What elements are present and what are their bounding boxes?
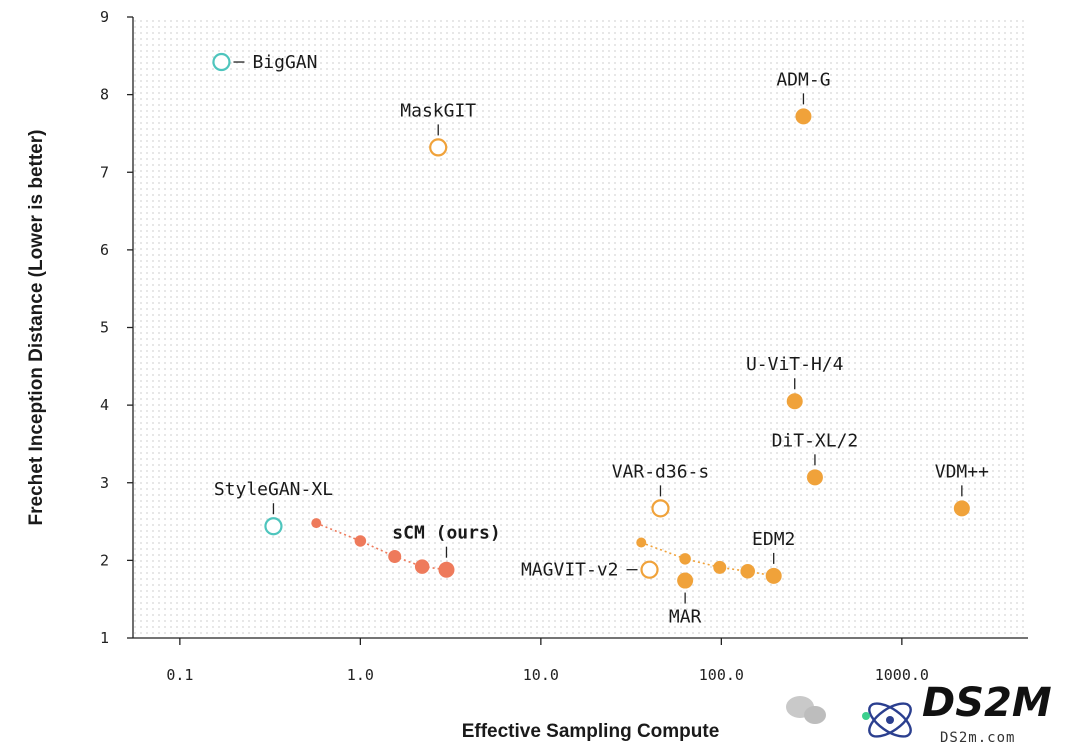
- point-label: VAR-d36-s: [612, 461, 710, 482]
- data-point: [212, 52, 231, 72]
- data-point: [429, 138, 448, 157]
- point-label: DiT-XL/2: [772, 430, 859, 451]
- point-label: MAR: [669, 607, 702, 628]
- point-label: sCM (ours): [392, 523, 500, 544]
- x-tick-label: 1000.0: [875, 666, 929, 684]
- x-tick-label: 0.1: [166, 666, 193, 684]
- y-tick-label: 2: [100, 551, 109, 569]
- watermark-domain: DS2m.com: [940, 730, 1015, 746]
- axes: 1 2 3 4 5 6 7 8 9 0.1 1.0 10.0 100.0 1000.0: [100, 8, 1028, 684]
- y-tick-label: 8: [100, 86, 109, 104]
- data-point: [806, 469, 823, 486]
- y-tick-label: 3: [100, 474, 109, 492]
- data-point: [953, 500, 970, 517]
- atom-logo-icon: [862, 702, 912, 738]
- point-label: EDM2: [752, 529, 795, 550]
- series-point: [388, 549, 402, 563]
- y-tick-label: 5: [100, 319, 109, 337]
- series-point: [636, 537, 647, 548]
- point-labels: BigGAN StyleGAN-XL MaskGIT ADM-G U-ViT-H/4 Di…: [214, 52, 989, 628]
- y-tick-label: 4: [100, 396, 109, 414]
- series-point: [679, 553, 691, 565]
- series-point: [354, 535, 367, 547]
- x-tick-label: 1.0: [347, 666, 374, 684]
- point-label: ADM-G: [776, 69, 830, 90]
- y-tick-label: 6: [100, 241, 109, 259]
- plot-area: [133, 17, 1028, 638]
- data-point: [264, 517, 283, 536]
- watermark-brand: DS2M: [922, 680, 1052, 726]
- data-point: [640, 560, 659, 579]
- point-label: VDM++: [935, 461, 989, 482]
- data-points: [212, 52, 970, 589]
- series-point: [765, 567, 782, 584]
- y-tick-label: 7: [100, 163, 109, 181]
- y-tick-label: 9: [100, 8, 109, 26]
- series-point: [311, 518, 322, 529]
- watermark-background: [842, 688, 1080, 754]
- x-tick-label: 10.0: [523, 666, 559, 684]
- data-point: [795, 108, 812, 125]
- point-label: MAGVIT-v2: [521, 560, 619, 581]
- series-point: [740, 563, 755, 579]
- series-point: [414, 559, 430, 574]
- y-tick-label: 1: [100, 629, 109, 647]
- x-tick-label: 100.0: [699, 666, 744, 684]
- series-point: [438, 561, 455, 578]
- data-point: [786, 393, 803, 410]
- x-axis-title: Effective Sampling Compute: [462, 721, 720, 742]
- point-label: U-ViT-H/4: [746, 354, 844, 375]
- series-line: [640, 541, 774, 577]
- point-label: BigGAN: [252, 52, 317, 73]
- y-axis-title: Frechet Inception Distance (Lower is bet…: [26, 130, 47, 526]
- point-label: MaskGIT: [400, 100, 476, 121]
- point-label: StyleGAN-XL: [214, 479, 333, 500]
- data-point: [651, 499, 670, 518]
- watermark-logo: DS2M DS2m.com: [786, 680, 1080, 754]
- series-point: [713, 560, 727, 574]
- data-point: [677, 572, 694, 589]
- wechat-icon: [786, 696, 826, 724]
